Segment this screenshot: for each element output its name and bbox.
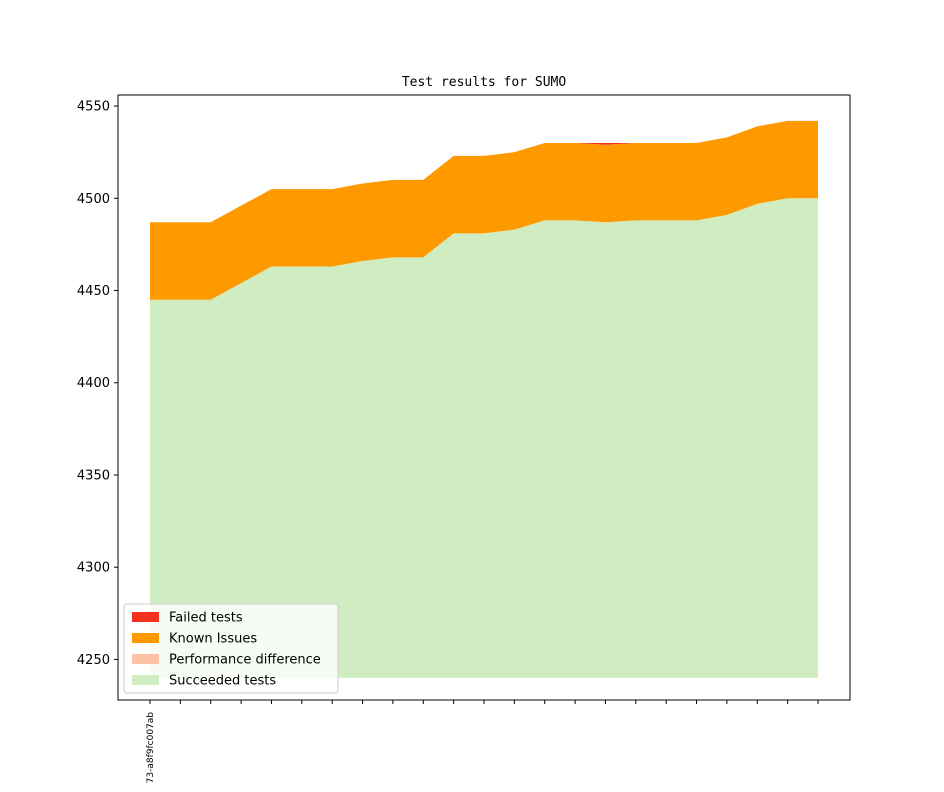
area-known-issues [150, 120, 818, 300]
y-tick-label: 4350 [77, 468, 110, 483]
chart-title: Test results for SUMO [402, 75, 567, 90]
y-tick-label: 4500 [77, 192, 110, 207]
y-tick-label: 4550 [77, 100, 110, 115]
y-tick-label: 4400 [77, 376, 110, 391]
y-tick-label: 4250 [77, 653, 110, 668]
y-tick-label: 4450 [77, 284, 110, 299]
legend-swatch-failed-tests [132, 612, 159, 622]
legend-swatch-known-issues [132, 633, 159, 643]
stacked-areas [150, 120, 818, 678]
y-axis: 4250 4300 4350 4400 4450 4500 4550 [77, 100, 118, 668]
legend: Failed tests Known Issues Performance diff… [123, 603, 339, 694]
legend-label-known-issues: Known Issues [169, 632, 257, 647]
x-axis: 73-a8f9fc007ab [146, 700, 819, 784]
x-tick-label: 73-a8f9fc007ab [146, 712, 156, 784]
legend-label-performance-difference: Performance difference [169, 653, 321, 668]
legend-box [123, 603, 339, 694]
y-tick-label: 4300 [77, 561, 110, 576]
legend-swatch-performance-difference [132, 654, 159, 664]
legend-swatch-succeeded-tests [132, 675, 159, 685]
legend-label-failed-tests: Failed tests [169, 611, 243, 626]
area-succeeded-tests [150, 198, 818, 678]
legend-label-succeeded-tests: Succeeded tests [169, 674, 276, 689]
